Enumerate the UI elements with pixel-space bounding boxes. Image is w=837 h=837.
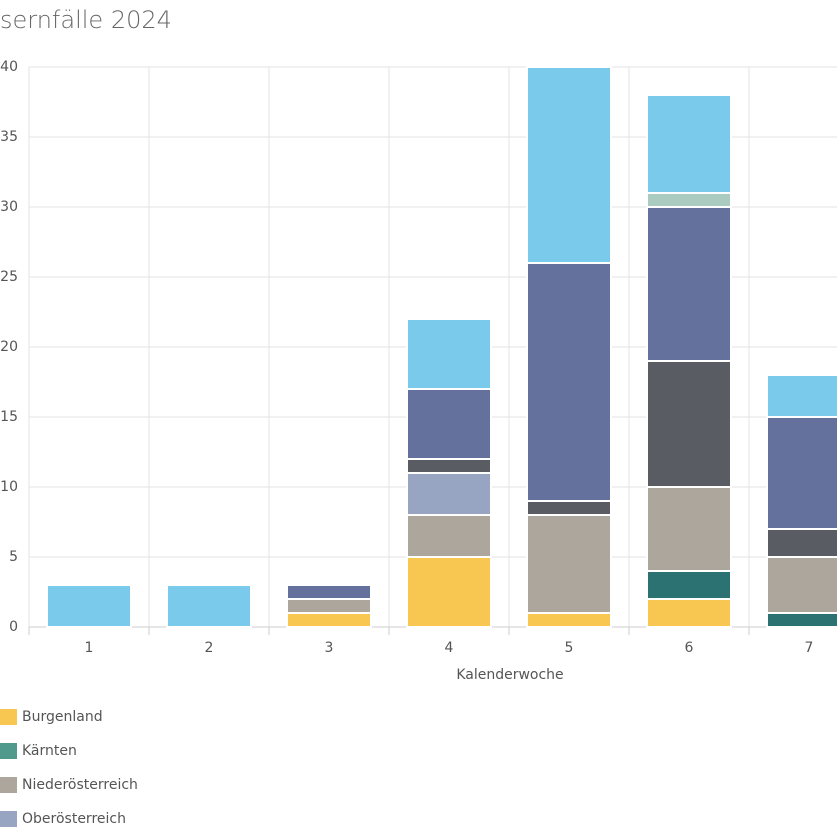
x-tick-label: 7	[805, 640, 814, 656]
bar-segment	[526, 66, 612, 264]
bar-segment	[526, 514, 612, 614]
x-tick-label: 3	[325, 640, 334, 656]
bar-segment	[406, 388, 492, 460]
bar-segment	[286, 584, 372, 600]
legend-swatch	[0, 743, 17, 759]
bar-segment	[646, 360, 732, 488]
y-tick-label: 40	[0, 59, 18, 75]
y-tick-label: 20	[0, 339, 18, 355]
y-tick-label: 35	[0, 129, 18, 145]
legend-label: Burgenland	[22, 709, 103, 725]
bar-segment	[286, 598, 372, 614]
y-tick-label: 30	[0, 199, 18, 215]
bar-segment	[406, 318, 492, 390]
bar-segment	[766, 556, 837, 614]
y-tick-label: 15	[0, 409, 18, 425]
legend-label: Kärnten	[22, 743, 77, 759]
chart-title: sernfälle 2024	[0, 6, 172, 34]
bar-segment	[766, 374, 837, 418]
bar-segment	[646, 598, 732, 628]
y-tick-label: 10	[0, 479, 18, 495]
bar-segment	[406, 514, 492, 558]
bar-segment	[526, 612, 612, 628]
y-tick-label: 25	[0, 269, 18, 285]
legend-label: Oberösterreich	[22, 811, 126, 827]
bar-segment	[406, 458, 492, 474]
bar-segment	[46, 584, 132, 628]
x-tick-label: 2	[205, 640, 214, 656]
bar-segment	[646, 486, 732, 572]
bar-segment	[286, 612, 372, 628]
bar-segment	[646, 192, 732, 208]
legend-swatch	[0, 811, 17, 827]
bar-segment	[526, 500, 612, 516]
bar-segment	[166, 584, 252, 628]
legend-label: Niederösterreich	[22, 777, 138, 793]
x-tick-label: 4	[445, 640, 454, 656]
bar-segment	[646, 570, 732, 600]
bar-segment	[646, 94, 732, 194]
bar-segment	[766, 612, 837, 628]
y-tick-label: 0	[9, 619, 18, 635]
bar-segment	[406, 556, 492, 628]
x-tick-label: 5	[565, 640, 574, 656]
x-axis-label: Kalenderwoche	[456, 667, 563, 683]
bar-segment	[766, 528, 837, 558]
x-tick-label: 6	[685, 640, 694, 656]
y-tick-label: 5	[9, 549, 18, 565]
legend-swatch	[0, 709, 17, 725]
bar-segment	[646, 206, 732, 362]
legend-swatch	[0, 777, 17, 793]
bar-segment	[406, 472, 492, 516]
x-tick-label: 1	[85, 640, 94, 656]
bar-segment	[766, 416, 837, 530]
bar-segment	[526, 262, 612, 502]
